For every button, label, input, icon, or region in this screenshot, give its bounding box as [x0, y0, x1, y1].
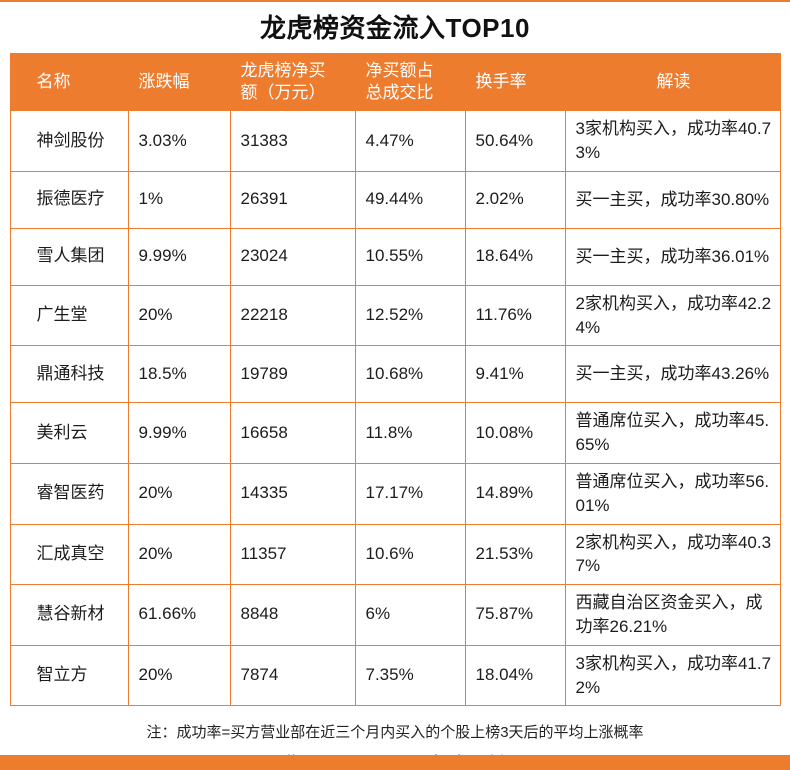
footnote: 注：成功率=买方营业部在近三个月内买入的个股上榜3天后的平均上涨概率 [146, 724, 644, 742]
top10-table: 名称 涨跌幅 龙虎榜净买 额（万元） 净买额占 总成交比 换手率 解读 神剑股份… [9, 52, 781, 707]
table-row: 雪人集团 9.99% 23024 10.55% 18.64% 买一主买，成功率3… [9, 227, 781, 286]
cell-stock-name: 智立方 [9, 644, 129, 707]
cell-stock-name: 慧谷新材 [9, 584, 129, 646]
cell-analysis: 普通席位买入，成功率56.01% [564, 462, 781, 525]
cell-change-pct: 20% [127, 284, 231, 347]
cell-ratio: 10.68% [354, 345, 466, 404]
cell-ratio: 4.47% [354, 110, 466, 172]
table-row: 智立方 20% 7874 7.35% 18.04% 3家机构买入，成功率41.7… [9, 644, 781, 707]
cell-analysis: 2家机构买入，成功率40.37% [564, 523, 781, 586]
column-header-change: 涨跌幅 [127, 52, 231, 112]
cell-turnover: 18.04% [464, 644, 566, 707]
cell-turnover: 21.53% [464, 523, 566, 586]
cell-turnover: 14.89% [464, 462, 566, 525]
cell-change-pct: 9.99% [127, 402, 231, 464]
cell-net-buy: 14335 [229, 462, 356, 525]
cell-ratio: 6% [354, 584, 466, 646]
column-header-analysis: 解读 [564, 52, 781, 112]
cell-change-pct: 20% [127, 523, 231, 586]
table-row: 振德医疗 1% 26391 49.44% 2.02% 买一主买，成功率30.80… [9, 170, 781, 229]
cell-analysis: 2家机构买入，成功率42.24% [564, 284, 781, 347]
cell-turnover: 18.64% [464, 227, 566, 286]
cell-net-buy: 31383 [229, 110, 356, 172]
cell-turnover: 10.08% [464, 402, 566, 464]
cell-analysis: 西藏自治区资金买入，成功率26.21% [564, 584, 781, 646]
table-row: 神剑股份 3.03% 31383 4.47% 50.64% 3家机构买入，成功率… [9, 110, 781, 172]
top-divider [0, 0, 790, 2]
cell-turnover: 2.02% [464, 170, 566, 229]
cell-change-pct: 20% [127, 462, 231, 525]
cell-change-pct: 1% [127, 170, 231, 229]
table-row: 睿智医药 20% 14335 17.17% 14.89% 普通席位买入，成功率5… [9, 462, 781, 525]
cell-net-buy: 8848 [229, 584, 356, 646]
column-header-ratio: 净买额占 总成交比 [354, 52, 466, 112]
cell-stock-name: 汇成真空 [9, 523, 129, 586]
cell-ratio: 49.44% [354, 170, 466, 229]
table-row: 鼎通科技 18.5% 19789 10.68% 9.41% 买一主买，成功率43… [9, 345, 781, 404]
cell-stock-name: 振德医疗 [9, 170, 129, 229]
header-row: 名称 涨跌幅 龙虎榜净买 额（万元） 净买额占 总成交比 换手率 解读 [9, 52, 781, 112]
cell-net-buy: 7874 [229, 644, 356, 707]
cell-stock-name: 广生堂 [9, 284, 129, 347]
cell-stock-name: 美利云 [9, 402, 129, 464]
table-header: 名称 涨跌幅 龙虎榜净买 额（万元） 净买额占 总成交比 换手率 解读 [9, 52, 781, 112]
table-row: 汇成真空 20% 11357 10.6% 21.53% 2家机构买入，成功率40… [9, 523, 781, 586]
cell-turnover: 11.76% [464, 284, 566, 347]
cell-change-pct: 61.66% [127, 584, 231, 646]
cell-stock-name: 神剑股份 [9, 110, 129, 172]
cell-analysis: 3家机构买入，成功率40.73% [564, 110, 781, 172]
cell-analysis: 买一主买，成功率30.80% [564, 170, 781, 229]
table-row: 美利云 9.99% 16658 11.8% 10.08% 普通席位买入，成功率4… [9, 402, 781, 464]
table-row: 慧谷新材 61.66% 8848 6% 75.87% 西藏自治区资金买入，成功率… [9, 584, 781, 646]
cell-ratio: 12.52% [354, 284, 466, 347]
cell-ratio: 7.35% [354, 644, 466, 707]
cell-change-pct: 20% [127, 644, 231, 707]
bottom-bar [0, 755, 790, 770]
cell-change-pct: 18.5% [127, 345, 231, 404]
cell-net-buy: 22218 [229, 284, 356, 347]
cell-turnover: 75.87% [464, 584, 566, 646]
cell-analysis: 买一主买，成功率43.26% [564, 345, 781, 404]
cell-analysis: 普通席位买入，成功率45.65% [564, 402, 781, 464]
cell-net-buy: 16658 [229, 402, 356, 464]
cell-ratio: 10.6% [354, 523, 466, 586]
cell-net-buy: 23024 [229, 227, 356, 286]
cell-change-pct: 9.99% [127, 227, 231, 286]
column-header-net-buy: 龙虎榜净买 额（万元） [229, 52, 356, 112]
column-header-name: 名称 [9, 52, 129, 112]
cell-turnover: 50.64% [464, 110, 566, 172]
page-title: 龙虎榜资金流入TOP10 [260, 13, 530, 43]
cell-net-buy: 11357 [229, 523, 356, 586]
cell-net-buy: 19789 [229, 345, 356, 404]
cell-turnover: 9.41% [464, 345, 566, 404]
cell-analysis: 3家机构买入，成功率41.72% [564, 644, 781, 707]
cell-ratio: 17.17% [354, 462, 466, 525]
cell-change-pct: 3.03% [127, 110, 231, 172]
cell-net-buy: 26391 [229, 170, 356, 229]
table-body: 神剑股份 3.03% 31383 4.47% 50.64% 3家机构买入，成功率… [9, 110, 781, 707]
cell-stock-name: 雪人集团 [9, 227, 129, 286]
cell-ratio: 11.8% [354, 402, 466, 464]
cell-analysis: 买一主买，成功率36.01% [564, 227, 781, 286]
cell-ratio: 10.55% [354, 227, 466, 286]
column-header-turnover: 换手率 [464, 52, 566, 112]
cell-stock-name: 睿智医药 [9, 462, 129, 525]
table-row: 广生堂 20% 22218 12.52% 11.76% 2家机构买入，成功率42… [9, 284, 781, 347]
cell-stock-name: 鼎通科技 [9, 345, 129, 404]
